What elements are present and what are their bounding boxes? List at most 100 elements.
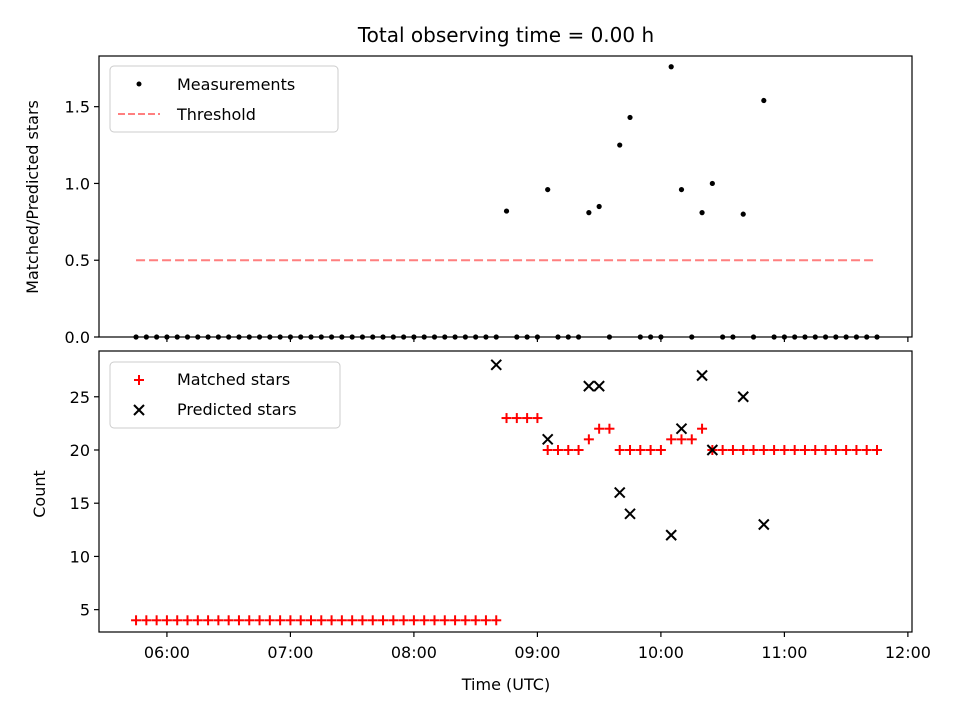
measurement-point: [864, 334, 870, 340]
matched-star-point: [378, 615, 389, 626]
legend-threshold-label: Threshold: [176, 105, 256, 124]
matched-star-point: [645, 444, 656, 455]
legend-matched-marker: [134, 375, 144, 385]
measurement-point: [648, 334, 654, 340]
matched-star-point: [470, 615, 481, 626]
top-ytick-label: 0.0: [65, 328, 90, 347]
matched-star-point: [388, 615, 399, 626]
bottom-ytick-label: 20: [70, 441, 90, 460]
legend-predicted-marker: [133, 404, 145, 416]
measurement-point: [740, 211, 746, 217]
matched-star-point: [244, 615, 255, 626]
matched-star-point: [429, 615, 440, 626]
measurement-point: [308, 334, 314, 340]
matched-star-point: [841, 444, 852, 455]
matched-star-point: [347, 615, 358, 626]
measurement-point: [349, 334, 355, 340]
measurement-point: [678, 186, 685, 193]
measurement-point: [853, 334, 860, 340]
matched-star-point: [614, 444, 625, 455]
top-panel-marks: [133, 64, 880, 340]
matched-star-point: [686, 434, 697, 445]
measurement-point: [226, 334, 232, 340]
matched-star-point: [223, 615, 234, 626]
matched-star-point: [594, 423, 605, 434]
measurement-point: [236, 334, 242, 340]
matched-star-point: [254, 615, 265, 626]
matched-star-point: [264, 615, 275, 626]
measurement-point: [709, 180, 715, 187]
predicted-star-point: [706, 444, 719, 456]
bottom-ytick-label: 25: [70, 388, 90, 407]
bottom-xtick-label: 09:00: [514, 643, 560, 662]
matched-star-point: [604, 423, 615, 434]
matched-star-point: [769, 444, 780, 455]
measurement-point: [720, 334, 726, 340]
measurement-point: [730, 334, 736, 340]
matched-star-point: [676, 434, 687, 445]
matched-star-point: [357, 615, 368, 626]
matched-star-point: [666, 434, 677, 445]
measurement-point: [452, 334, 458, 340]
measurement-point: [555, 334, 561, 340]
measurement-point: [596, 203, 602, 210]
measurement-point: [514, 334, 520, 340]
measurement-point: [174, 334, 180, 340]
measurement-point: [627, 114, 633, 121]
matched-star-point: [131, 615, 142, 626]
measurement-point: [339, 334, 345, 340]
matched-star-point: [275, 615, 286, 626]
legend-matched-label: Matched stars: [177, 370, 290, 389]
measurement-point: [421, 334, 427, 340]
bottom-panel-axes: 5 10 15 20 25 06:00 07:00 08:00 09:00 10:00 11:00 1…: [70, 388, 931, 662]
matched-star-point: [305, 615, 316, 626]
measurement-point: [761, 97, 767, 104]
matched-star-point: [872, 444, 883, 455]
matched-star-point: [295, 615, 306, 626]
bottom-xtick-label: 07:00: [267, 643, 313, 662]
matched-star-point: [336, 615, 347, 626]
matched-star-point: [172, 615, 183, 626]
predicted-star-point: [675, 422, 688, 435]
matched-star-point: [203, 615, 214, 626]
measurement-point: [256, 334, 263, 340]
matched-star-point: [326, 615, 337, 626]
matched-star-point: [861, 444, 872, 455]
measurement-point: [689, 334, 695, 340]
bottom-xtick-label: 06:00: [144, 643, 190, 662]
measurement-point: [586, 210, 592, 216]
top-ytick-label: 0.5: [65, 251, 90, 270]
measurement-point: [328, 334, 335, 340]
measurement-point: [431, 334, 438, 340]
measurement-point: [699, 210, 705, 216]
measurement-point: [154, 334, 160, 340]
legend-predicted-label: Predicted stars: [177, 400, 297, 419]
matched-star-point: [820, 444, 831, 455]
predicted-star-point: [541, 433, 554, 446]
matched-star-point: [316, 615, 327, 626]
bottom-panel-marks: [131, 359, 883, 626]
matched-star-point: [727, 444, 738, 455]
matched-star-point: [419, 615, 430, 626]
measurement-point: [750, 334, 757, 340]
measurement-point: [668, 64, 674, 70]
measurement-point: [524, 334, 530, 340]
bottom-xtick-label: 12:00: [885, 643, 931, 662]
measurement-point: [617, 142, 623, 148]
predicted-star-point: [665, 529, 677, 541]
measurement-point: [575, 334, 582, 340]
top-legend: Measurements Threshold: [109, 65, 339, 133]
predicted-star-point: [614, 486, 626, 499]
measurement-point: [359, 334, 366, 340]
matched-star-point: [182, 615, 193, 626]
matched-star-point: [141, 615, 152, 626]
measurement-point: [606, 334, 613, 340]
measurement-point: [802, 334, 808, 340]
measurement-point: [277, 334, 283, 340]
measurement-point: [822, 334, 829, 340]
measurement-point: [267, 334, 273, 340]
matched-star-point: [511, 413, 522, 424]
measurement-point: [143, 334, 149, 340]
predicted-star-point: [624, 508, 636, 520]
measurement-point: [812, 334, 818, 340]
